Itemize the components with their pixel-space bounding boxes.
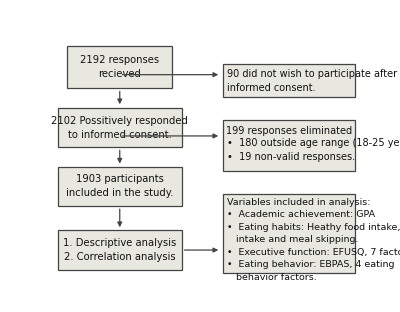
- FancyBboxPatch shape: [58, 108, 182, 147]
- Text: 1. Descriptive analysis
2. Correlation analysis: 1. Descriptive analysis 2. Correlation a…: [63, 238, 176, 262]
- Text: 2192 responses
recieved: 2192 responses recieved: [80, 56, 159, 80]
- Text: 2102 Possitively responded
to informed consent.: 2102 Possitively responded to informed c…: [51, 115, 188, 139]
- FancyBboxPatch shape: [223, 193, 354, 273]
- Text: Variables included in analysis:
•  Academic achievement: GPA
•  Eating habits: H: Variables included in analysis: • Academ…: [226, 198, 400, 282]
- Text: 1903 participants
included in the study.: 1903 participants included in the study.: [66, 174, 174, 198]
- FancyBboxPatch shape: [58, 230, 182, 270]
- FancyBboxPatch shape: [223, 65, 354, 97]
- FancyBboxPatch shape: [67, 46, 172, 89]
- FancyBboxPatch shape: [223, 120, 354, 171]
- FancyBboxPatch shape: [58, 167, 182, 206]
- Text: •  180 outside age range (18-25 years).
•  19 non-valid responses.: • 180 outside age range (18-25 years). •…: [226, 138, 400, 162]
- Text: 90 did not wish to participate after
informed consent.: 90 did not wish to participate after inf…: [226, 69, 397, 93]
- Text: 199 responses eliminated: 199 responses eliminated: [226, 126, 352, 136]
